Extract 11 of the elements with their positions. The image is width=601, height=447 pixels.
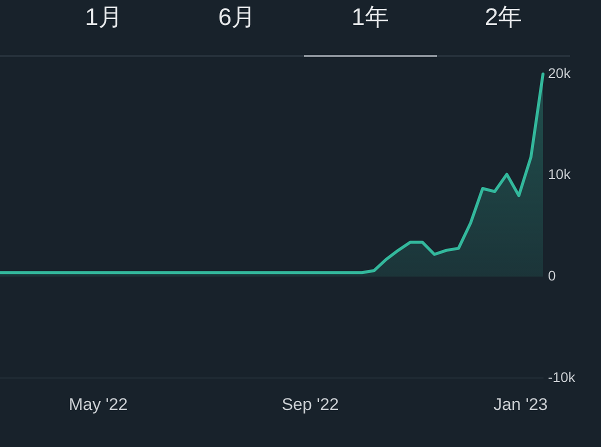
range-tab: 1年 <box>304 0 437 57</box>
range-tab: 6月 <box>170 0 304 57</box>
x-tick-label: Jan '23 <box>493 394 548 414</box>
y-tick-label: 20k <box>548 64 572 81</box>
x-tick-label: May '22 <box>68 394 128 414</box>
range-tab: 2年 <box>436 0 570 57</box>
range-tab: 1月 <box>37 0 170 57</box>
y-tick-label: -10k <box>548 368 576 385</box>
y-tick-label: 0 <box>548 268 556 284</box>
x-tick-label: Sep '22 <box>282 394 339 414</box>
y-tick-label: 10k <box>548 166 572 182</box>
